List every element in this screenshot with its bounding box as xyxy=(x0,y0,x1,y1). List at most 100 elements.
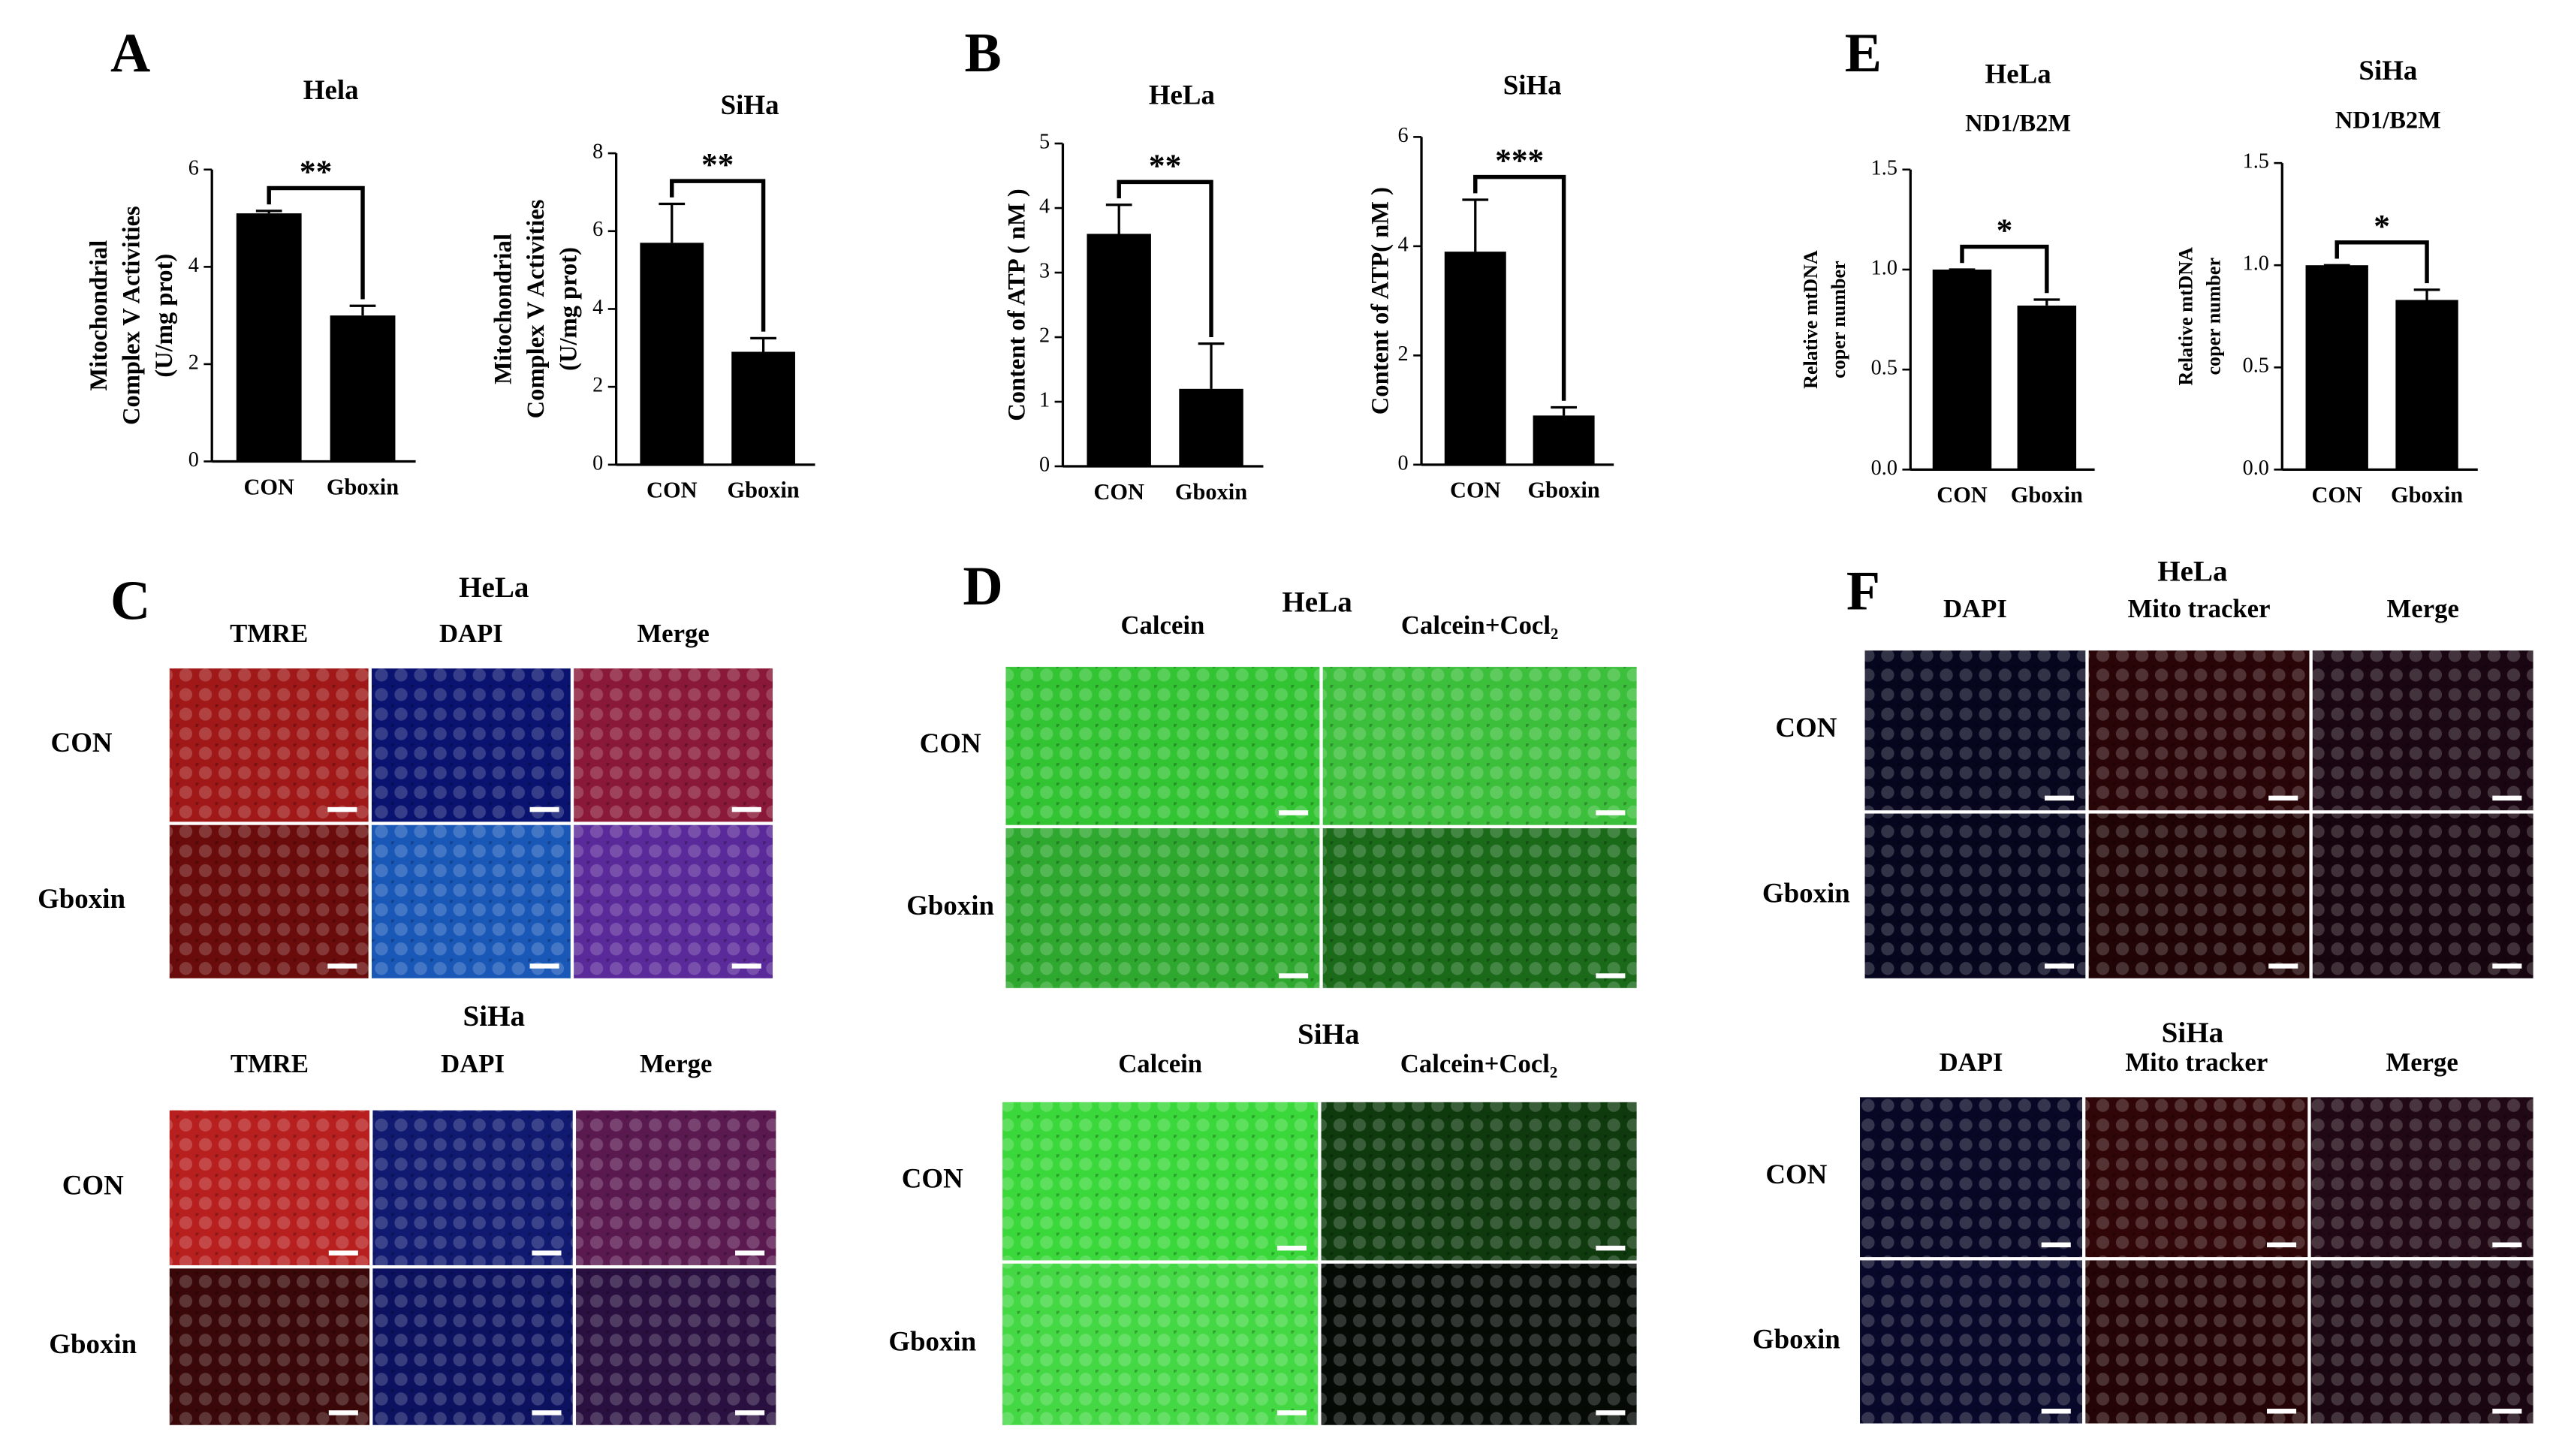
micrograph-texture xyxy=(1864,813,2086,978)
y-tick-label: 0.5 xyxy=(2243,354,2269,378)
error-bar xyxy=(659,202,686,243)
y-tick-label: 6 xyxy=(1398,124,1409,147)
y-tick-label: 2 xyxy=(188,351,199,374)
micrograph-texture xyxy=(1002,1102,1319,1261)
micrograph-texture xyxy=(2088,813,2310,978)
micrograph-texture xyxy=(2312,813,2533,978)
column-label: Merge xyxy=(637,619,709,648)
scale-bar xyxy=(327,963,357,969)
row-label: CON xyxy=(51,727,113,758)
micrograph-texture xyxy=(2085,1260,2308,1424)
bar xyxy=(2395,300,2458,470)
significance-label: * xyxy=(1997,213,2013,249)
micrograph-texture xyxy=(169,668,369,822)
scale-bar xyxy=(735,1410,765,1415)
y-tick-label: 2 xyxy=(592,374,603,397)
scale-bar xyxy=(1596,1410,1626,1415)
y-tick-label: 5 xyxy=(1039,131,1050,154)
column-label: Mito tracker xyxy=(2128,594,2271,623)
y-tick-label: 1.0 xyxy=(2243,252,2269,276)
micrograph-texture xyxy=(371,668,571,822)
significance-label: ** xyxy=(1149,148,1181,184)
x-tick-label: CON xyxy=(647,478,698,503)
image-panel-title: HeLa xyxy=(1282,586,1352,619)
y-axis-label: coper number xyxy=(2202,258,2224,375)
x-tick-label: Gboxin xyxy=(327,474,399,499)
error-bar xyxy=(2413,288,2440,300)
micrograph-texture xyxy=(169,1110,370,1265)
micrograph-texture xyxy=(1864,650,2086,811)
y-tick-label: 1.0 xyxy=(1871,256,1897,279)
scale-bar xyxy=(1276,1410,1307,1415)
error-bar xyxy=(1105,203,1132,234)
micrograph-texture xyxy=(1321,1102,1637,1261)
column-label: TMRE xyxy=(230,619,308,648)
scale-bar xyxy=(731,963,761,969)
x-tick-label: Gboxin xyxy=(1175,479,1247,505)
image-panel-title: SiHa xyxy=(1298,1018,1360,1051)
significance-label: * xyxy=(2374,208,2390,244)
bar xyxy=(2305,265,2368,470)
scale-bar xyxy=(2045,963,2075,969)
column-label: Merge xyxy=(2386,1048,2458,1077)
micrograph-texture xyxy=(1322,828,1637,988)
scale-bar xyxy=(327,806,357,812)
y-tick-label: 6 xyxy=(592,218,603,241)
micrograph-texture xyxy=(2085,1097,2308,1258)
micrograph-texture xyxy=(1860,1097,2082,1258)
column-label: DAPI xyxy=(439,619,503,648)
scale-bar xyxy=(735,1250,765,1256)
scale-bar xyxy=(529,963,559,969)
y-tick-label: 0.0 xyxy=(2243,457,2269,480)
y-axis-label: Complex V Activities xyxy=(118,206,145,425)
x-tick-label: CON xyxy=(1093,479,1144,505)
scale-bar xyxy=(532,1410,562,1415)
bar xyxy=(330,315,396,462)
bar xyxy=(1087,234,1151,467)
scale-bar xyxy=(2268,963,2298,969)
bar xyxy=(2017,305,2077,470)
scale-bar xyxy=(1596,810,1626,815)
micrograph-texture xyxy=(371,824,571,978)
scale-bar xyxy=(328,1410,358,1415)
row-label: Gboxin xyxy=(888,1326,976,1357)
x-tick-label: CON xyxy=(243,474,294,499)
bar xyxy=(640,243,704,465)
y-tick-label: 4 xyxy=(188,254,199,277)
scale-bar xyxy=(2492,1409,2522,1414)
panel-letter: A xyxy=(110,22,150,83)
row-label: CON xyxy=(902,1163,963,1194)
significance-label: *** xyxy=(1495,143,1544,179)
micrograph-texture xyxy=(1002,1263,1319,1425)
y-axis-label: Mitochondrial xyxy=(86,240,113,391)
y-tick-label: 8 xyxy=(592,140,603,164)
column-label: Calcein xyxy=(1118,1049,1202,1078)
chart-subtitle: ND1/B2M xyxy=(2335,107,2441,134)
micrograph-texture xyxy=(2310,1097,2533,1258)
column-label: Calcein xyxy=(1120,610,1204,640)
scale-bar xyxy=(2041,1409,2071,1414)
bar xyxy=(1533,415,1595,465)
error-bar xyxy=(1462,198,1489,252)
image-panel-title: SiHa xyxy=(2162,1017,2224,1049)
scale-bar xyxy=(2268,795,2298,801)
micrograph-texture xyxy=(372,1110,573,1265)
micrograph-texture xyxy=(1005,828,1320,988)
y-tick-label: 2 xyxy=(1398,342,1409,366)
error-bar xyxy=(750,336,776,352)
y-axis-label: Content of ATP ( nM ) xyxy=(1003,188,1030,421)
y-tick-label: 0 xyxy=(1398,451,1409,475)
y-tick-label: 0.5 xyxy=(1871,357,1897,380)
column-label: Mito tracker xyxy=(2125,1048,2268,1077)
panel-letter: D xyxy=(963,555,1002,616)
micrograph-texture xyxy=(169,1268,370,1425)
error-bar xyxy=(349,304,376,316)
scale-bar xyxy=(2492,1242,2522,1248)
y-tick-label: 0 xyxy=(592,451,603,475)
y-axis-label: Content of ATP( nM ) xyxy=(1367,187,1394,414)
scale-bar xyxy=(1279,810,1309,815)
row-label: CON xyxy=(920,728,981,758)
column-label: TMRE xyxy=(231,1049,309,1078)
micrograph-texture xyxy=(576,1110,776,1265)
chart-title: HeLa xyxy=(1985,59,2051,89)
